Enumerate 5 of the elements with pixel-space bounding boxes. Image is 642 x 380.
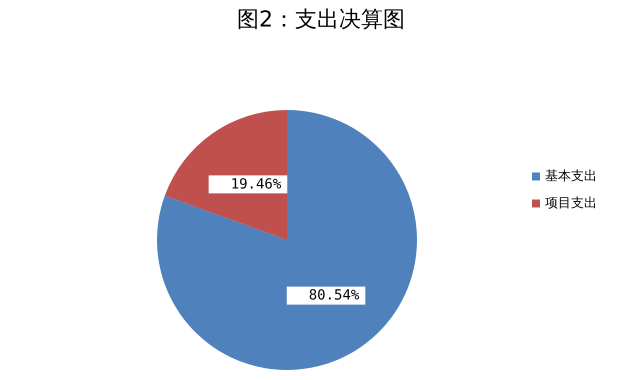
data-label: 19.46% xyxy=(230,176,282,192)
legend-label: 项目支出 xyxy=(545,196,597,211)
chart-title: 图2：支出决算图 xyxy=(237,8,405,32)
legend-label: 基本支出 xyxy=(545,169,597,184)
data-label: 80.54% xyxy=(308,288,360,304)
